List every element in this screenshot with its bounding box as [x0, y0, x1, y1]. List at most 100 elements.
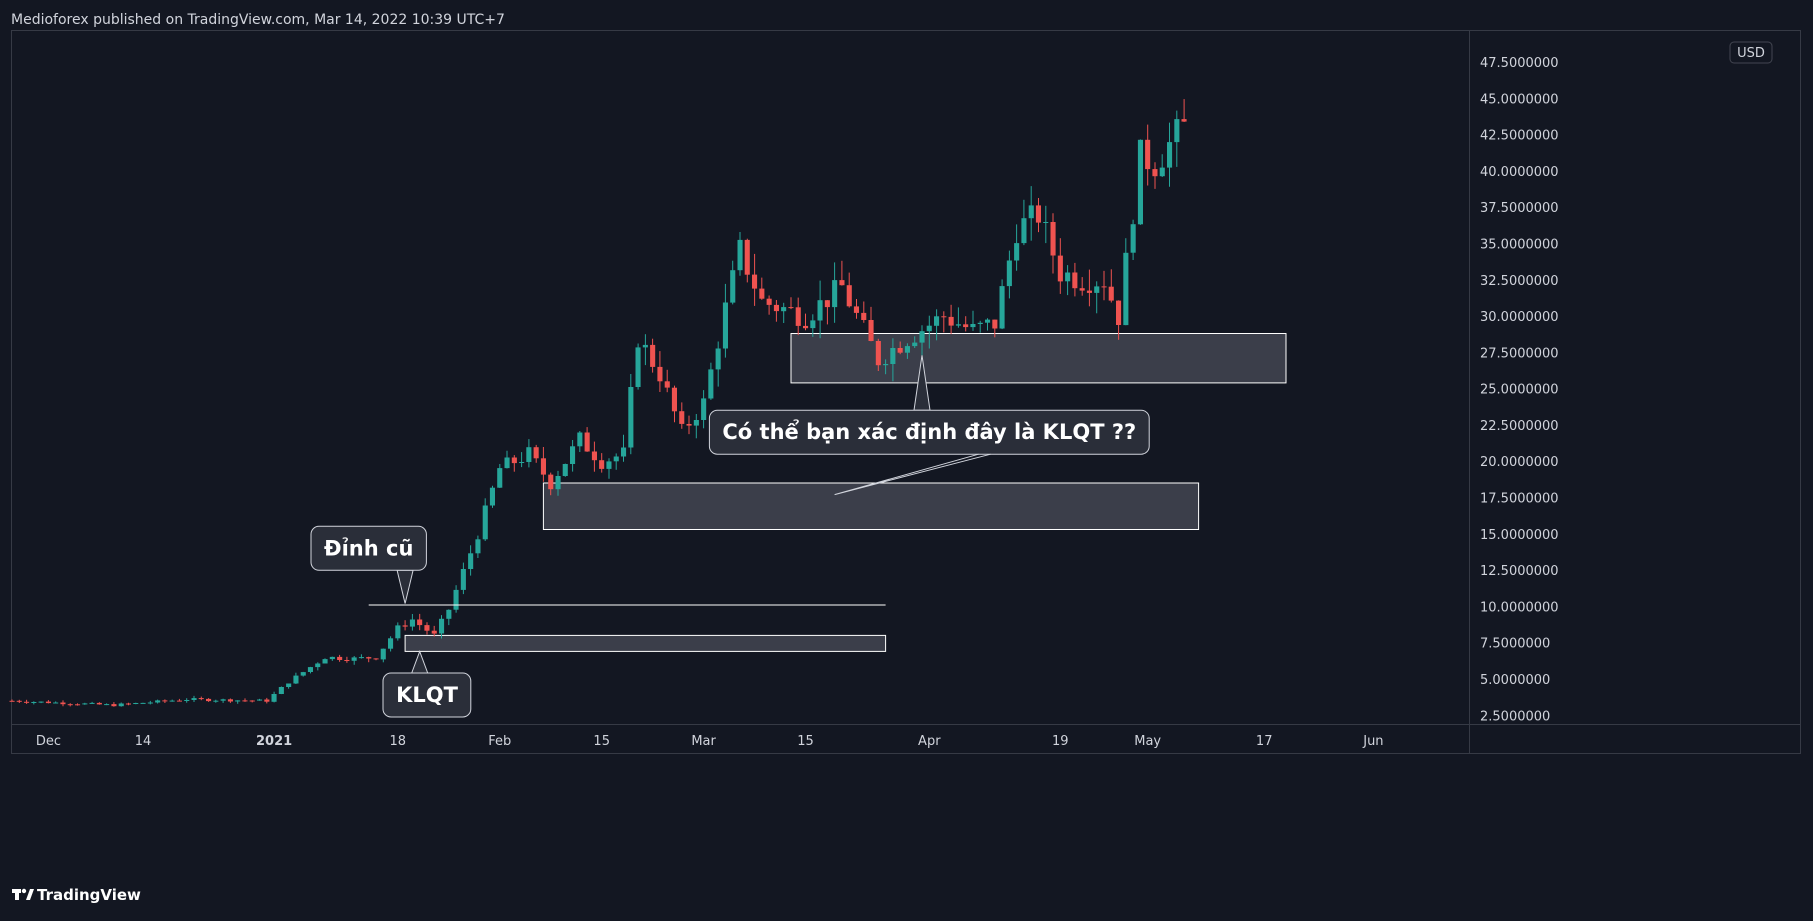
tradingview-brand: TradingView: [37, 886, 141, 904]
candle-body: [489, 487, 495, 506]
candle-body: [380, 648, 386, 660]
candle-body: [861, 312, 867, 320]
candle-body: [75, 704, 81, 706]
up-candle: [439, 615, 445, 639]
candle-body: [1021, 218, 1027, 244]
candle-body: [475, 539, 481, 554]
candle-body: [96, 702, 102, 705]
down-candle: [941, 311, 947, 333]
candle-body: [344, 660, 350, 661]
candle-body: [431, 630, 437, 634]
candle-body: [628, 387, 634, 448]
down-candle: [548, 472, 554, 496]
up-candle: [489, 485, 495, 508]
up-candle: [1137, 139, 1143, 225]
publisher-caption: Medioforex published on TradingView.com,…: [11, 12, 505, 28]
tradingview-logo[interactable]: TradingView: [12, 886, 141, 904]
klqt-zone: [404, 634, 887, 652]
candle-body: [890, 348, 896, 364]
x-tick-label: 14: [135, 734, 152, 749]
up-candle: [1021, 199, 1027, 246]
up-candle: [38, 701, 44, 704]
down-candle: [176, 698, 182, 702]
down-candle: [249, 700, 255, 703]
candle-body: [570, 446, 576, 464]
up-candle: [118, 702, 124, 707]
up-candle: [1174, 110, 1180, 167]
candle-body: [468, 553, 474, 569]
up-candle: [635, 343, 641, 390]
candle-body: [1050, 222, 1056, 256]
up-candle: [708, 362, 714, 400]
up-candle: [722, 283, 728, 358]
x-axis[interactable]: Dec 14 2021 18 Feb 15 Mar 15 Apr 19 May 17 Jun: [36, 734, 1384, 749]
callout-klqt[interactable]: KLQT: [382, 649, 472, 718]
candle-body: [744, 239, 750, 275]
callout-text: Đỉnh cũ: [324, 536, 413, 560]
y-tick-label: 30.0000000: [1480, 310, 1559, 325]
candle-body: [24, 701, 30, 703]
up-candle: [912, 336, 918, 348]
candle-body: [31, 702, 37, 703]
up-candle: [926, 315, 932, 349]
down-candle: [1079, 277, 1085, 296]
candle-body: [642, 344, 648, 348]
candle-body: [206, 698, 212, 702]
y-tick-label: 12.5000000: [1480, 564, 1559, 579]
candle-body: [1108, 286, 1114, 301]
up-candle: [1167, 122, 1173, 187]
candle-body: [388, 638, 394, 649]
candle-body: [999, 286, 1005, 329]
up-candle: [526, 439, 532, 468]
candle-body: [184, 700, 190, 701]
candle-body: [737, 239, 743, 271]
candle-body: [1101, 286, 1107, 288]
down-candle: [846, 272, 852, 308]
candle-body: [373, 658, 379, 660]
up-candle: [904, 343, 910, 359]
down-candle: [766, 295, 772, 315]
up-candle: [140, 702, 146, 704]
callout-previous-high[interactable]: Đỉnh cũ: [310, 525, 427, 604]
candle-body: [795, 307, 801, 326]
down-candle: [1050, 213, 1056, 274]
up-candle: [1094, 281, 1100, 314]
candle-body: [701, 398, 707, 420]
candle-body: [1086, 290, 1092, 293]
candle-body: [853, 306, 859, 313]
up-candle: [955, 307, 961, 328]
callout-pointer-secondary: [834, 453, 991, 496]
up-candle: [315, 662, 321, 671]
candle-body: [1137, 139, 1143, 225]
currency-badge[interactable]: USD: [1729, 41, 1773, 64]
down-candle: [744, 238, 750, 283]
candle-body: [155, 700, 161, 703]
candle-body: [358, 657, 364, 659]
down-candle: [992, 319, 998, 338]
up-candle: [278, 686, 284, 695]
candle-body: [482, 505, 488, 540]
candle-body: [1174, 119, 1180, 143]
candle-body: [53, 702, 59, 704]
candle-body: [366, 657, 372, 659]
up-candle: [781, 302, 787, 323]
up-candle: [460, 562, 466, 595]
down-candle: [344, 656, 350, 663]
candle-body: [810, 320, 816, 329]
down-candle: [1152, 162, 1158, 189]
callout-question[interactable]: Có thể bạn xác định đây là KLQT ??: [708, 355, 1150, 496]
x-tick-label: May: [1134, 734, 1161, 749]
down-candle: [803, 313, 809, 331]
down-candle: [67, 703, 73, 707]
candle-body: [1116, 300, 1122, 325]
down-candle: [868, 306, 874, 342]
candle-body: [533, 447, 539, 459]
down-candle: [424, 622, 430, 635]
x-tick-label: 19: [1052, 734, 1069, 749]
y-axis[interactable]: 47.5000000 45.0000000 42.5000000 40.0000000…: [1480, 56, 1559, 724]
down-candle: [773, 300, 779, 322]
candle-body: [671, 387, 677, 412]
y-tick-label: 27.5000000: [1480, 346, 1559, 361]
down-candle: [16, 699, 22, 703]
candle-body: [846, 285, 852, 307]
